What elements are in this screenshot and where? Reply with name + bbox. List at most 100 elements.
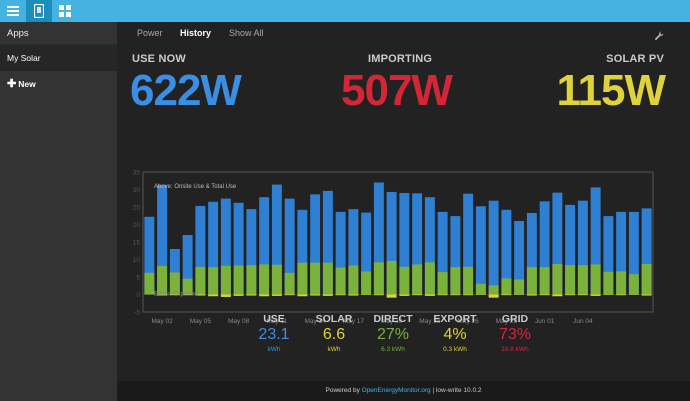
- exported-bar: [157, 294, 168, 296]
- x-tick-label: May 29: [496, 318, 518, 325]
- total-use-bar: [628, 211, 639, 295]
- total-use-bar: [284, 198, 295, 295]
- total-use-bar: [399, 193, 410, 295]
- summary-export-value: 4%: [443, 326, 467, 343]
- main-panel: Power History Show All USE NOW 622W IMPO…: [117, 22, 690, 401]
- onsite-use-bar: [450, 267, 461, 295]
- exported-bar: [271, 294, 282, 296]
- total-use-bar: [475, 206, 486, 295]
- onsite-use-bar: [539, 267, 550, 295]
- exported-bar: [310, 294, 321, 296]
- total-use-bar: [220, 198, 231, 295]
- total-use-bar: [233, 202, 244, 295]
- onsite-use-bar: [501, 278, 512, 295]
- onsite-use-bar: [195, 266, 206, 295]
- onsite-use-bar: [437, 272, 448, 295]
- hamburger-icon[interactable]: [0, 0, 26, 22]
- total-use-bar: [577, 200, 588, 295]
- grid-icon[interactable]: [52, 0, 78, 22]
- onsite-use-bar: [182, 278, 193, 295]
- onsite-use-bar: [463, 266, 474, 295]
- exported-bar: [373, 294, 384, 296]
- exported-bar: [297, 294, 308, 297]
- total-use-bar: [195, 205, 206, 295]
- onsite-use-bar: [552, 264, 563, 295]
- history-chart[interactable]: -5 0 5 10 15 20 25 30 35 Above: Onsite Use & Tota…: [117, 150, 690, 325]
- summary-direct-unit: 6.3 kWh: [381, 346, 405, 353]
- y-tick-label: -5: [134, 310, 140, 317]
- exported-bar: [246, 294, 257, 296]
- onsite-use-bar: [208, 267, 219, 295]
- onsite-use-bar: [577, 265, 588, 295]
- onsite-use-bar: [220, 265, 231, 295]
- tab-show-all[interactable]: Show All: [229, 28, 264, 38]
- total-use-bar: [386, 191, 397, 295]
- onsite-use-bar: [399, 266, 410, 295]
- total-use-bar: [552, 192, 563, 295]
- tab-history[interactable]: History: [180, 28, 212, 38]
- sidebar: Apps My Solar ✚ New: [0, 22, 117, 401]
- total-use-bar: [514, 221, 525, 295]
- onsite-use-bar: [590, 264, 601, 295]
- x-tick-label: May 20: [381, 318, 403, 325]
- onsite-use-bar: [322, 262, 333, 295]
- tab-power[interactable]: Power: [137, 28, 163, 38]
- y-tick-label: 0: [136, 292, 140, 299]
- exported-bar: [437, 294, 448, 296]
- y-tick-label: 15: [133, 240, 141, 247]
- chart-frame: [142, 171, 654, 313]
- exported-bar: [195, 294, 206, 296]
- total-use-bar: [157, 184, 168, 295]
- onsite-use-bar: [246, 265, 257, 295]
- total-use-bar: [259, 197, 270, 295]
- total-use-bar: [616, 211, 627, 295]
- tablet-icon[interactable]: [26, 0, 52, 22]
- exported-bar: [208, 294, 219, 297]
- total-use-bar: [182, 235, 193, 295]
- x-tick-label: May 02: [151, 318, 173, 325]
- total-use-bar: [450, 216, 461, 295]
- new-app-button[interactable]: ✚ New: [0, 71, 117, 97]
- onsite-use-bar: [488, 285, 499, 295]
- onsite-use-bar: [628, 274, 639, 295]
- x-tick-label: May 14: [304, 318, 326, 325]
- exported-bar: [259, 294, 270, 297]
- onsite-use-bar: [144, 272, 155, 295]
- total-use-bar: [565, 204, 576, 295]
- total-use-bar: [603, 216, 614, 295]
- total-use-bar: [361, 212, 372, 295]
- solar-pv-label: SOLAR PV: [606, 53, 664, 65]
- y-tick-label: 30: [133, 187, 141, 194]
- onsite-use-bar: [616, 271, 627, 295]
- legend-below: Below: Exported: [154, 292, 198, 298]
- footer-prefix: Powered by: [325, 387, 360, 394]
- exported-bar: [335, 294, 346, 296]
- summary-use-label: USE: [263, 313, 285, 325]
- exported-bar: [386, 294, 397, 298]
- onsite-use-bar: [373, 262, 384, 295]
- exported-bar: [463, 294, 474, 296]
- x-tick-label: May 26: [457, 318, 479, 325]
- onsite-use-bar: [284, 272, 295, 295]
- importing-value: 507W: [341, 66, 453, 115]
- y-tick-label: 20: [133, 222, 141, 229]
- onsite-use-bar: [169, 272, 180, 295]
- wrench-icon[interactable]: [654, 28, 664, 46]
- footer-link[interactable]: OpenEnergyMonitor.org: [361, 387, 431, 394]
- y-tick-label: 10: [133, 257, 141, 264]
- sidebar-item-my-solar[interactable]: My Solar: [0, 45, 117, 71]
- exported-bar: [641, 294, 652, 296]
- exported-bar: [577, 294, 588, 296]
- exported-bar: [616, 294, 627, 296]
- total-use-bar: [246, 209, 257, 295]
- total-use-bar: [590, 187, 601, 295]
- summary-solar-value: 6.6: [322, 326, 346, 343]
- plus-icon: ✚: [7, 78, 17, 90]
- total-use-bar: [424, 197, 435, 295]
- exported-bar: [220, 294, 231, 297]
- total-use-bar: [169, 249, 180, 295]
- x-tick-label: May 11: [266, 318, 287, 325]
- total-use-bar: [501, 209, 512, 295]
- exported-bar: [501, 294, 512, 296]
- total-use-bar: [488, 200, 499, 295]
